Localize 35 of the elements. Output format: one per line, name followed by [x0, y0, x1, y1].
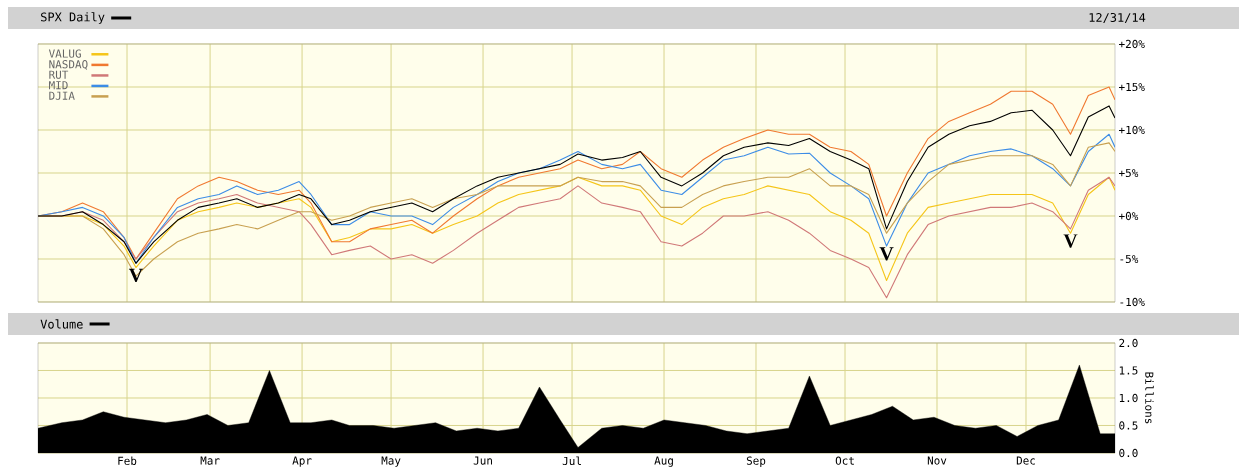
y-tick-label: 2.0: [1119, 338, 1138, 348]
y-tick-label: 1.0: [1119, 393, 1138, 403]
legend-label: DJIA: [49, 91, 75, 100]
annotation: V: [128, 268, 143, 283]
legend-label: RUT: [49, 70, 69, 79]
y-tick-label: +15%: [1119, 82, 1145, 92]
x-tick-label: Jun: [473, 456, 492, 465]
legend-label: NASDAQ: [49, 60, 88, 70]
annotation: V: [1063, 234, 1078, 248]
y-tick-label: -10%: [1120, 297, 1145, 307]
y-axis-title: Billions: [1145, 372, 1154, 424]
chart-title: SPX Daily: [41, 12, 105, 24]
y-tick-label: +5%: [1119, 168, 1139, 178]
x-tick-label: Feb: [118, 456, 137, 465]
chart-title: Volume: [40, 319, 83, 329]
y-tick-label: -5%: [1120, 254, 1139, 264]
y-tick-label: 0.5: [1119, 421, 1138, 430]
legend-label: MID: [49, 81, 68, 90]
legend-label: VALUG: [48, 49, 81, 58]
chart-subtitle: 12/31/14: [1089, 13, 1146, 23]
x-tick-label: May: [381, 456, 401, 467]
y-tick-label: +0%: [1119, 211, 1139, 221]
annotation: V: [879, 247, 894, 261]
x-tick-label: Apr: [292, 456, 312, 467]
x-tick-label: Jul: [562, 456, 581, 466]
x-tick-label: Dec: [1016, 456, 1035, 465]
y-tick-label: +20%: [1119, 39, 1145, 49]
x-tick-label: Nov: [927, 456, 947, 465]
x-tick-label: Sep: [746, 456, 766, 467]
y-tick-label: 1.5: [1119, 366, 1138, 375]
x-tick-label: Aug: [654, 456, 673, 467]
x-tick-label: Mar: [200, 456, 220, 465]
x-tick-label: Oct: [835, 456, 854, 465]
y-tick-label: 0.0: [1119, 448, 1138, 458]
y-tick-label: +10%: [1119, 125, 1145, 135]
